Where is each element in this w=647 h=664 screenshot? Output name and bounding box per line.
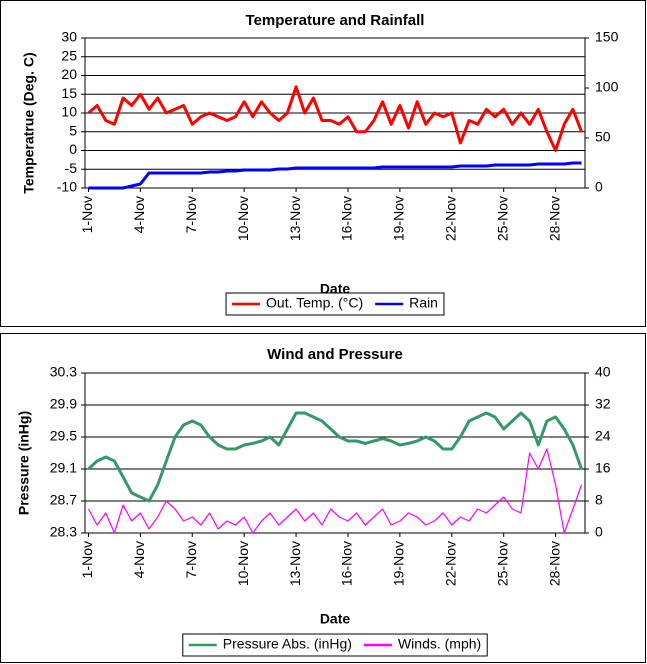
chart-title: Temperature and Rainfall	[246, 12, 425, 29]
x-tick-label: 13-Nov	[287, 196, 303, 241]
y-tick-label: 30.3	[50, 364, 77, 380]
legend-label: Out. Temp. (°C)	[266, 295, 363, 311]
x-tick-label: 1-Nov	[79, 196, 95, 233]
y-tick-label: 10	[61, 104, 77, 120]
x-tick-label: 7-Nov	[183, 196, 199, 233]
x-tick-label: 19-Nov	[391, 541, 407, 586]
y2-tick-label: 50	[595, 129, 611, 145]
x-tick-label: 22-Nov	[442, 541, 458, 586]
legend-label: Rain	[409, 295, 438, 311]
x-tick-label: 1-Nov	[79, 541, 95, 578]
y2-tick-label: 100	[595, 79, 619, 95]
y2-tick-label: 8	[595, 492, 603, 508]
series-line	[87, 411, 583, 503]
legend	[225, 292, 445, 316]
plot-border	[84, 372, 586, 534]
x-tick-label: 16-Nov	[339, 541, 355, 586]
y2-tick-label: 150	[595, 29, 619, 45]
x-tick-label: 19-Nov	[391, 196, 407, 241]
series-line	[87, 85, 583, 152]
x-tick-label: 4-Nov	[131, 196, 147, 233]
y-tick-label: 15	[61, 85, 77, 101]
x-tick-label: 10-Nov	[235, 541, 251, 586]
x-tick-label: 10-Nov	[235, 196, 251, 241]
x-tick-label: 7-Nov	[183, 541, 199, 578]
y2-tick-label: 24	[595, 428, 611, 444]
series-line	[88, 161, 582, 190]
legend-label: Winds. (mph)	[398, 636, 481, 652]
y-tick-label: 30	[61, 29, 77, 45]
x-tick-label: 13-Nov	[287, 541, 303, 586]
series-line	[87, 448, 583, 534]
y2-tick-label: 32	[595, 396, 611, 412]
y-axis-label: Temperatrue (Deg. C)	[21, 52, 37, 193]
x-tick-label: 25-Nov	[494, 541, 510, 586]
y-tick-label: 20	[61, 66, 77, 82]
x-tick-label: 22-Nov	[442, 196, 458, 241]
x-axis-label: Date	[320, 611, 351, 627]
x-tick-label: 25-Nov	[494, 196, 510, 241]
x-tick-label: 16-Nov	[339, 196, 355, 241]
legend-label: Pressure Abs. (inHg)	[223, 636, 352, 652]
y-tick-label: 29.9	[50, 396, 77, 412]
plot-border	[84, 37, 586, 189]
y-tick-label: -5	[65, 160, 78, 176]
x-tick-label: 28-Nov	[546, 196, 562, 241]
legend	[182, 633, 488, 657]
y2-tick-label: 40	[595, 364, 611, 380]
y-tick-label: 29.5	[50, 428, 77, 444]
plot-area	[85, 373, 585, 533]
y2-tick-label: 0	[595, 179, 603, 195]
y2-tick-label: 0	[595, 524, 603, 540]
x-tick-label: 4-Nov	[131, 541, 147, 578]
y-axis-label: Pressure (inHg)	[16, 411, 32, 515]
y2-tick-label: 16	[595, 460, 611, 476]
y-tick-label: 28.7	[50, 492, 77, 508]
y-tick-label: 28.3	[50, 524, 77, 540]
y-tick-label: 25	[61, 47, 77, 63]
y-tick-label: 0	[69, 141, 77, 157]
y-tick-label: 29.1	[50, 460, 77, 476]
y-tick-label: 5	[69, 122, 77, 138]
y-tick-label: -10	[57, 179, 77, 195]
x-tick-label: 28-Nov	[546, 541, 562, 586]
chart-title: Wind and Pressure	[267, 346, 403, 363]
